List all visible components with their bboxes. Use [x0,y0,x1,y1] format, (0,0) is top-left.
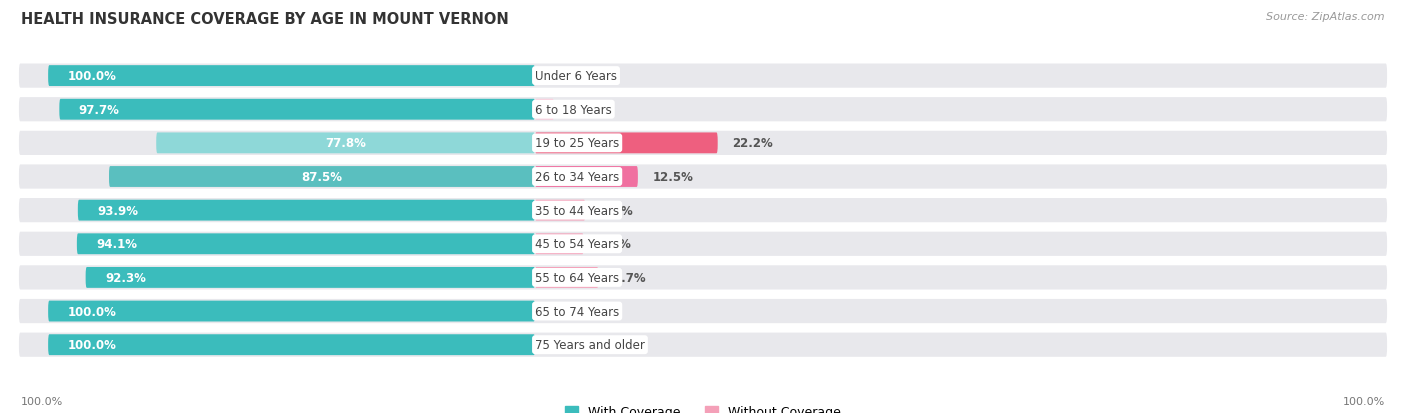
Text: 26 to 34 Years: 26 to 34 Years [536,171,619,183]
Text: 0.0%: 0.0% [550,70,582,83]
Text: 55 to 64 Years: 55 to 64 Years [536,271,619,284]
FancyBboxPatch shape [18,64,1388,88]
Text: 77.8%: 77.8% [325,137,366,150]
Text: 65 to 74 Years: 65 to 74 Years [536,305,619,318]
Legend: With Coverage, Without Coverage: With Coverage, Without Coverage [561,401,845,413]
FancyBboxPatch shape [77,234,536,254]
FancyBboxPatch shape [59,100,536,120]
Text: 6.1%: 6.1% [600,204,633,217]
Text: Source: ZipAtlas.com: Source: ZipAtlas.com [1267,12,1385,22]
Text: 92.3%: 92.3% [105,271,146,284]
Text: 2.3%: 2.3% [568,104,602,116]
FancyBboxPatch shape [156,133,536,154]
Text: 100.0%: 100.0% [67,305,117,318]
Text: 0.0%: 0.0% [550,338,582,351]
FancyBboxPatch shape [536,167,638,188]
FancyBboxPatch shape [110,167,536,188]
FancyBboxPatch shape [48,301,536,322]
Text: 100.0%: 100.0% [1343,396,1385,406]
FancyBboxPatch shape [536,200,585,221]
Text: 94.1%: 94.1% [97,238,138,251]
FancyBboxPatch shape [77,200,536,221]
Text: 12.5%: 12.5% [652,171,693,183]
FancyBboxPatch shape [18,232,1388,256]
Text: 93.9%: 93.9% [97,204,138,217]
Text: 5.9%: 5.9% [598,238,631,251]
FancyBboxPatch shape [48,335,536,355]
FancyBboxPatch shape [536,100,554,120]
Text: 100.0%: 100.0% [67,338,117,351]
FancyBboxPatch shape [18,131,1388,156]
Text: 0.0%: 0.0% [550,305,582,318]
Text: 100.0%: 100.0% [21,396,63,406]
Text: 75 Years and older: 75 Years and older [536,338,645,351]
Text: 7.7%: 7.7% [613,271,645,284]
FancyBboxPatch shape [18,266,1388,290]
FancyBboxPatch shape [536,133,717,154]
Text: 6 to 18 Years: 6 to 18 Years [536,104,612,116]
Text: 22.2%: 22.2% [733,137,773,150]
Text: Under 6 Years: Under 6 Years [536,70,617,83]
Text: 100.0%: 100.0% [67,70,117,83]
Text: 19 to 25 Years: 19 to 25 Years [536,137,619,150]
FancyBboxPatch shape [536,234,583,254]
FancyBboxPatch shape [86,267,536,288]
FancyBboxPatch shape [18,299,1388,323]
FancyBboxPatch shape [536,267,599,288]
FancyBboxPatch shape [18,199,1388,223]
FancyBboxPatch shape [48,66,536,87]
FancyBboxPatch shape [18,98,1388,122]
Text: 45 to 54 Years: 45 to 54 Years [536,238,619,251]
Text: HEALTH INSURANCE COVERAGE BY AGE IN MOUNT VERNON: HEALTH INSURANCE COVERAGE BY AGE IN MOUN… [21,12,509,27]
Text: 87.5%: 87.5% [301,171,343,183]
Text: 97.7%: 97.7% [79,104,120,116]
Text: 35 to 44 Years: 35 to 44 Years [536,204,619,217]
FancyBboxPatch shape [18,333,1388,357]
FancyBboxPatch shape [18,165,1388,189]
